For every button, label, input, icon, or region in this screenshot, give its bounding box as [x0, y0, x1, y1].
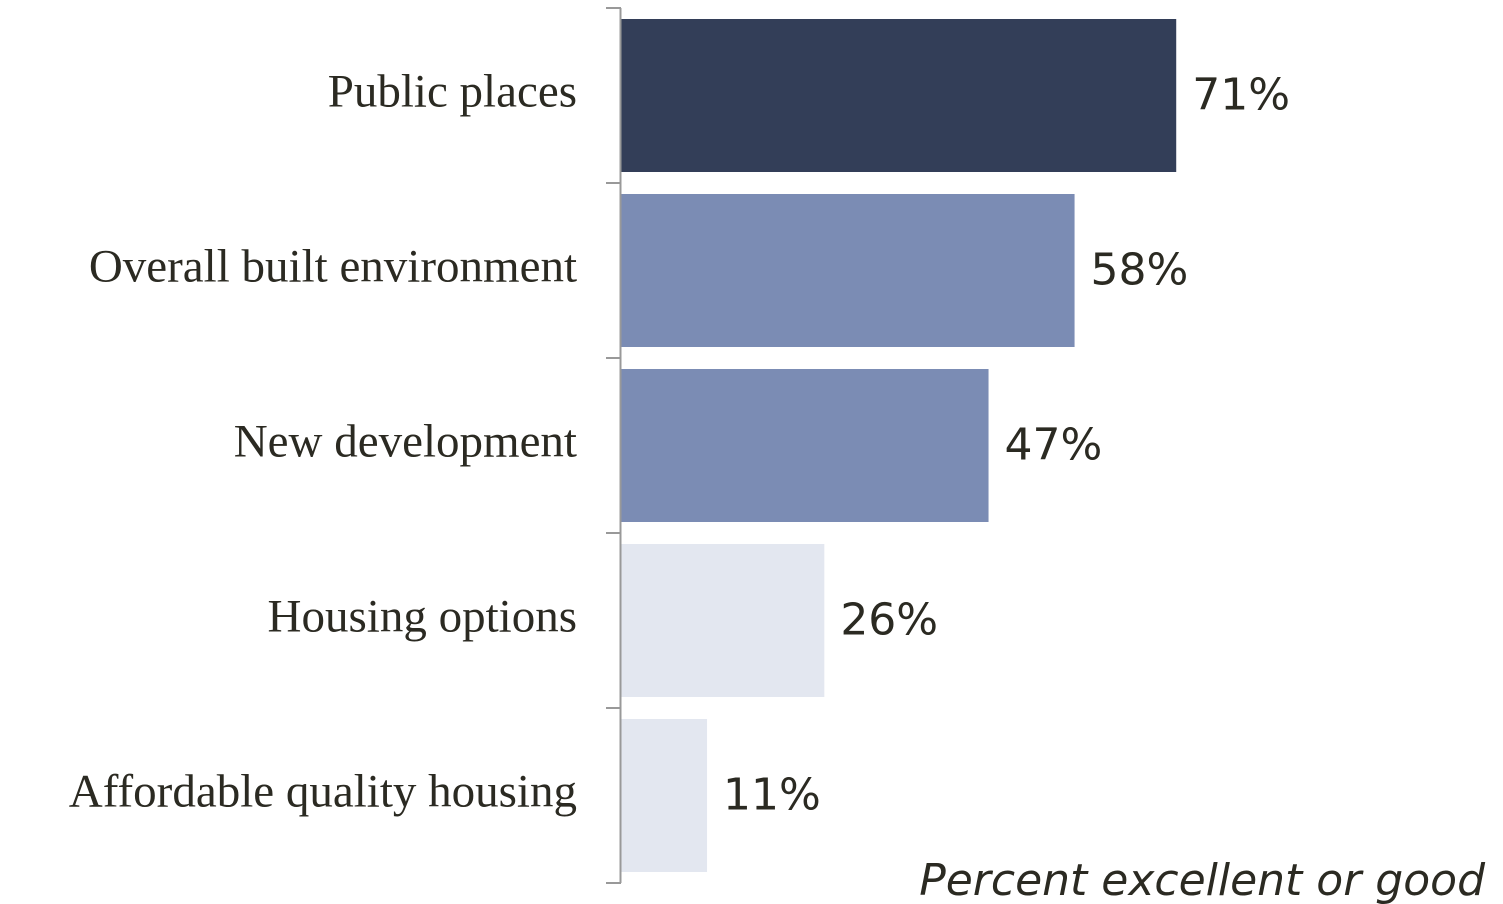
value-label: 47% — [1005, 420, 1103, 471]
category-label: Affordable quality housing — [69, 765, 577, 817]
value-label: 71% — [1192, 70, 1290, 121]
x-axis-label: Percent excellent or good — [919, 855, 1486, 904]
bar — [621, 194, 1075, 347]
category-label: New development — [234, 415, 577, 467]
value-label: 26% — [840, 595, 938, 646]
category-label: Overall built environment — [89, 240, 577, 292]
bar — [621, 544, 825, 697]
category-label: Public places — [328, 65, 577, 117]
value-label: 11% — [723, 770, 821, 821]
value-label: 58% — [1091, 245, 1189, 296]
bar — [621, 719, 708, 872]
bar — [621, 19, 1177, 172]
category-label: Housing options — [268, 590, 577, 642]
bar — [621, 369, 989, 522]
